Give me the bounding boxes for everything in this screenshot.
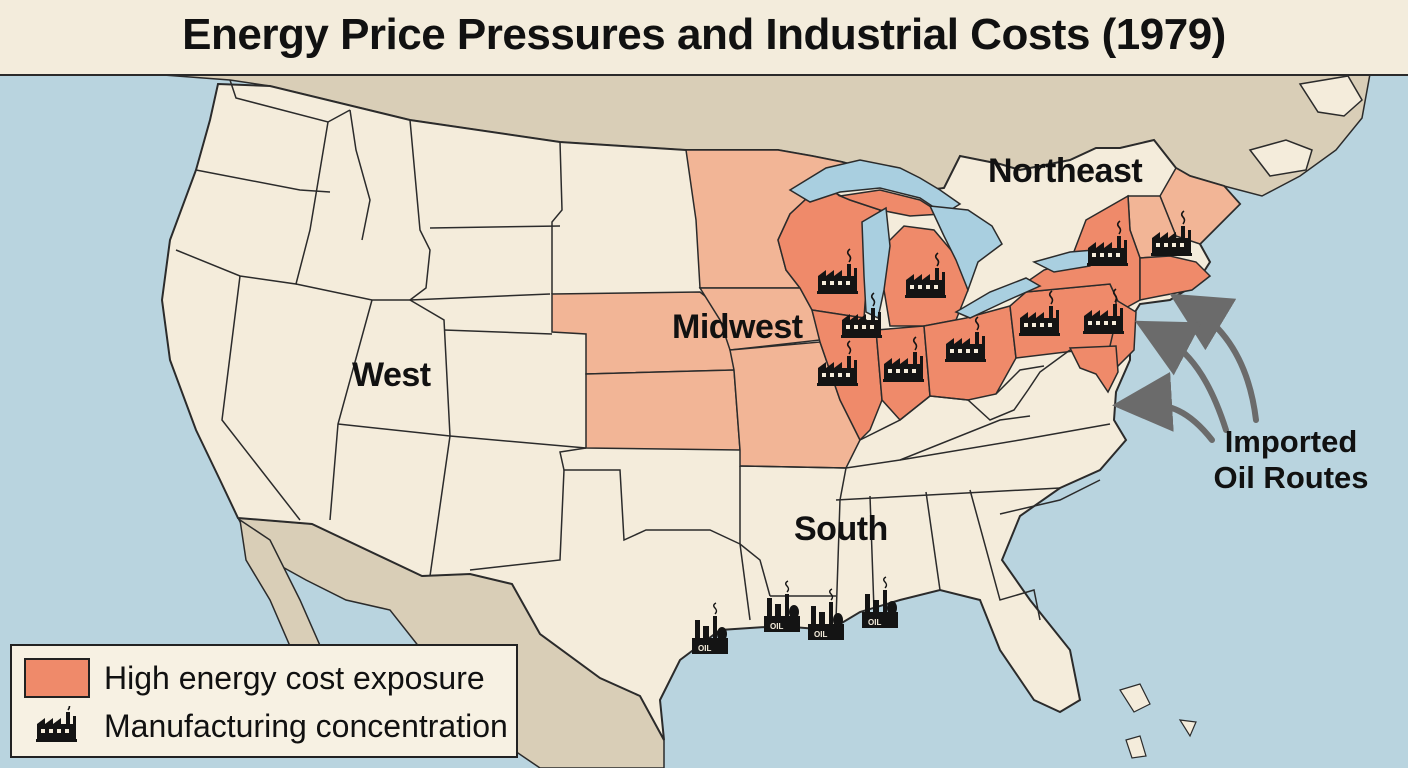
lake-michigan bbox=[861, 206, 891, 320]
oil-refinery-icon: OIL bbox=[691, 602, 729, 655]
region-label-west: West bbox=[352, 356, 431, 394]
factory-icon bbox=[35, 706, 78, 743]
southern-new-england bbox=[1139, 255, 1212, 301]
legend-manufacturing-label: Manufacturing concentration bbox=[104, 707, 508, 744]
svg-text:OIL: OIL bbox=[698, 644, 711, 653]
state-borders bbox=[175, 79, 1111, 621]
oil-refinery-icon: OIL bbox=[807, 588, 845, 641]
curved-arrow-icon bbox=[1169, 293, 1259, 423]
curved-arrow-icon bbox=[1134, 320, 1229, 433]
legend-row-manufacturing: Manufacturing concentration bbox=[24, 706, 508, 746]
great-lakes bbox=[788, 159, 1095, 320]
region-label-northeast: Northeast bbox=[988, 152, 1143, 190]
legend-row-high-cost: High energy cost exposure bbox=[24, 658, 485, 698]
maryland-delaware bbox=[1068, 345, 1119, 394]
lake-erie bbox=[954, 277, 1042, 319]
michigan bbox=[879, 225, 969, 327]
michigan-up bbox=[837, 189, 945, 217]
imported-oil-routes-label: Imported Oil Routes bbox=[1196, 424, 1386, 496]
oil-refinery-icon: OIL bbox=[763, 580, 801, 633]
refinery-icons: OIL OIL OIL OIL bbox=[691, 576, 899, 655]
svg-text:OIL: OIL bbox=[770, 622, 783, 631]
svg-text:OIL: OIL bbox=[814, 630, 827, 639]
region-label-south: South bbox=[794, 510, 888, 548]
legend: High energy cost exposure Manufacturing … bbox=[10, 644, 518, 758]
map-title: Energy Price Pressures and Industrial Co… bbox=[182, 10, 1226, 59]
region-label-midwest: Midwest bbox=[672, 308, 803, 346]
legend-high-cost-label: High energy cost exposure bbox=[104, 659, 485, 696]
svg-text:OIL: OIL bbox=[868, 618, 881, 627]
kansas bbox=[585, 369, 741, 451]
imported-oil-routes bbox=[1112, 293, 1259, 443]
lake-superior bbox=[788, 159, 962, 215]
routes-label-line-2: Oil Routes bbox=[1213, 460, 1369, 495]
oil-refinery-icon: OIL bbox=[861, 576, 899, 629]
curved-arrow-icon bbox=[1112, 371, 1215, 443]
lake-huron bbox=[928, 205, 1003, 293]
title-bar: Energy Price Pressures and Industrial Co… bbox=[0, 0, 1408, 76]
high-cost-swatch bbox=[24, 658, 90, 698]
routes-label-line-1: Imported bbox=[1224, 424, 1358, 459]
